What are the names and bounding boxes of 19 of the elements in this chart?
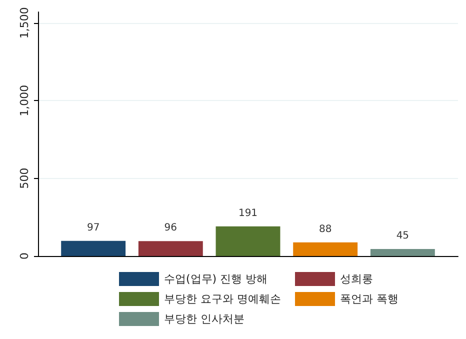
data-label: 96 <box>164 222 178 234</box>
data-label: 88 <box>318 224 332 235</box>
data-label: 97 <box>86 222 100 234</box>
bar <box>293 242 358 256</box>
y-tick-label: 1,500 <box>18 7 31 39</box>
y-tick-label: 500 <box>18 168 31 189</box>
legend-label: 성희롱 <box>340 272 373 286</box>
bar <box>138 241 203 256</box>
legend-label: 수업(업무) 진행 방해 <box>164 272 268 286</box>
y-tick-label: 1,000 <box>18 84 31 116</box>
legend-label: 부당한 요구와 명예훼손 <box>164 292 281 306</box>
bar <box>61 240 126 256</box>
bar <box>216 226 280 256</box>
y-tick-label: 0 <box>18 252 31 260</box>
data-label: 191 <box>238 208 258 219</box>
bar <box>370 249 435 256</box>
data-label: 45 <box>396 230 410 242</box>
legend-label: 폭언과 폭행 <box>340 292 398 306</box>
legend-label: 부당한 인사처분 <box>164 312 244 326</box>
